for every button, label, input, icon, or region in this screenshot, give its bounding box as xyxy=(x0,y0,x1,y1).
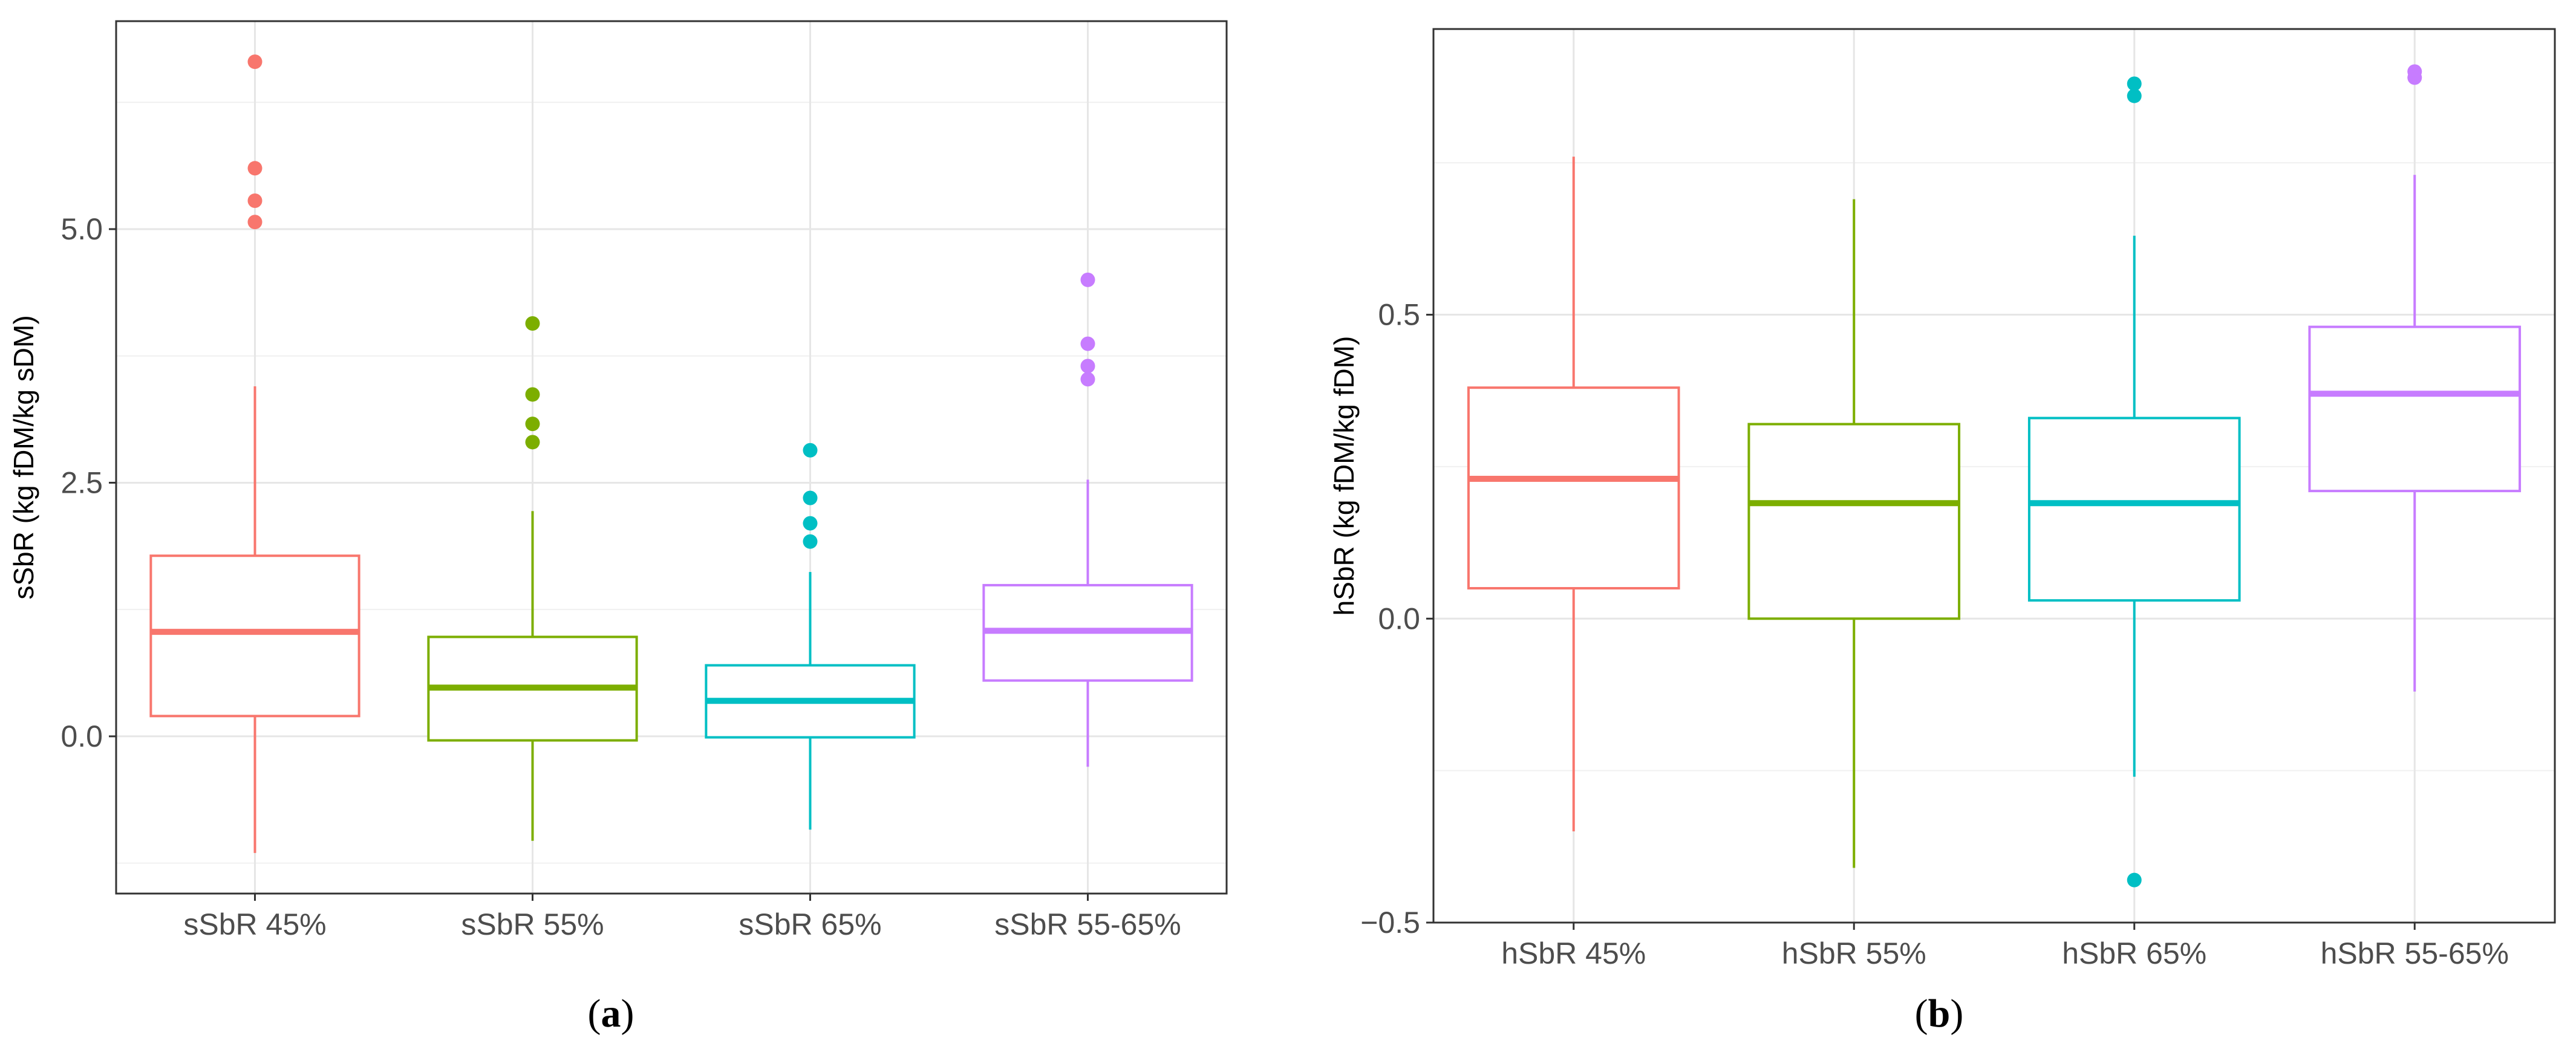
outlier-point xyxy=(525,435,540,450)
outlier-point xyxy=(247,161,262,176)
y-axis-title: sSbR (kg fDM/kg sDM) xyxy=(8,315,39,599)
box-iqr xyxy=(2027,417,2241,602)
y-tick-label: 0.5 xyxy=(1378,298,1420,332)
panel-border xyxy=(1432,28,2556,924)
outlier-point xyxy=(2127,76,2142,91)
box-3 xyxy=(2027,76,2241,888)
x-tick-label: sSbR 55-65% xyxy=(994,907,1181,941)
outlier-point xyxy=(803,443,818,458)
box-iqr xyxy=(149,554,360,718)
x-tick-label: sSbR 55% xyxy=(461,907,604,941)
outlier-point xyxy=(525,316,540,331)
outlier-point xyxy=(803,534,818,549)
box-3 xyxy=(705,443,916,830)
outlier-point xyxy=(525,387,540,402)
panel-label: (a) xyxy=(588,991,634,1036)
y-axis-title: hSbR (kg fDM/kg fDM) xyxy=(1328,336,1360,616)
x-tick-label: hSbR 45% xyxy=(1501,936,1646,970)
x-tick-label: sSbR 45% xyxy=(183,907,326,941)
box-2 xyxy=(1747,199,1961,868)
panel-border xyxy=(115,20,1228,895)
outlier-point xyxy=(803,516,818,531)
box-iqr xyxy=(2308,325,2522,493)
outlier-point xyxy=(1080,372,1095,387)
y-tick-label: −0.5 xyxy=(1360,906,1420,940)
outlier-point xyxy=(247,54,262,70)
outlier-point xyxy=(2127,88,2142,103)
x-tick-label: hSbR 55% xyxy=(1782,936,1926,970)
box-2 xyxy=(427,316,638,841)
box-4 xyxy=(982,272,1193,767)
outlier-point xyxy=(247,215,262,230)
y-tick-label: 2.5 xyxy=(60,466,103,499)
outlier-point xyxy=(525,417,540,432)
outlier-point xyxy=(2127,872,2142,888)
outlier-point xyxy=(803,490,818,505)
y-tick-label: 0.0 xyxy=(60,719,103,753)
box-4 xyxy=(2308,64,2522,692)
y-tick-label: 5.0 xyxy=(60,212,103,246)
plot-background xyxy=(116,21,1227,894)
y-tick-label: 0.0 xyxy=(1378,602,1420,635)
panel-b: −0.5 0.0 0.5 hSbR 45% hSbR 55% hSbR 65% hSbR 5… xyxy=(1328,28,2556,1036)
box-iqr xyxy=(1467,386,1680,590)
outlier-point xyxy=(1080,336,1095,351)
outlier-point xyxy=(1080,359,1095,374)
panel-a: 0.0 2.5 5.0 sSbR 45% sSbR 55% sSbR 65% sSbR 55… xyxy=(8,20,1228,1036)
outlier-point xyxy=(2407,64,2422,79)
outlier-point xyxy=(1080,272,1095,287)
x-tick-label: sSbR 65% xyxy=(739,907,881,941)
outlier-point xyxy=(247,193,262,208)
box-iqr xyxy=(1747,423,1961,620)
panel-label: (b) xyxy=(1915,991,1964,1036)
x-tick-label: hSbR 65% xyxy=(2062,936,2206,970)
x-tick-label: hSbR 55-65% xyxy=(2321,936,2509,970)
box-1 xyxy=(1467,157,1680,832)
box-1 xyxy=(149,54,360,853)
